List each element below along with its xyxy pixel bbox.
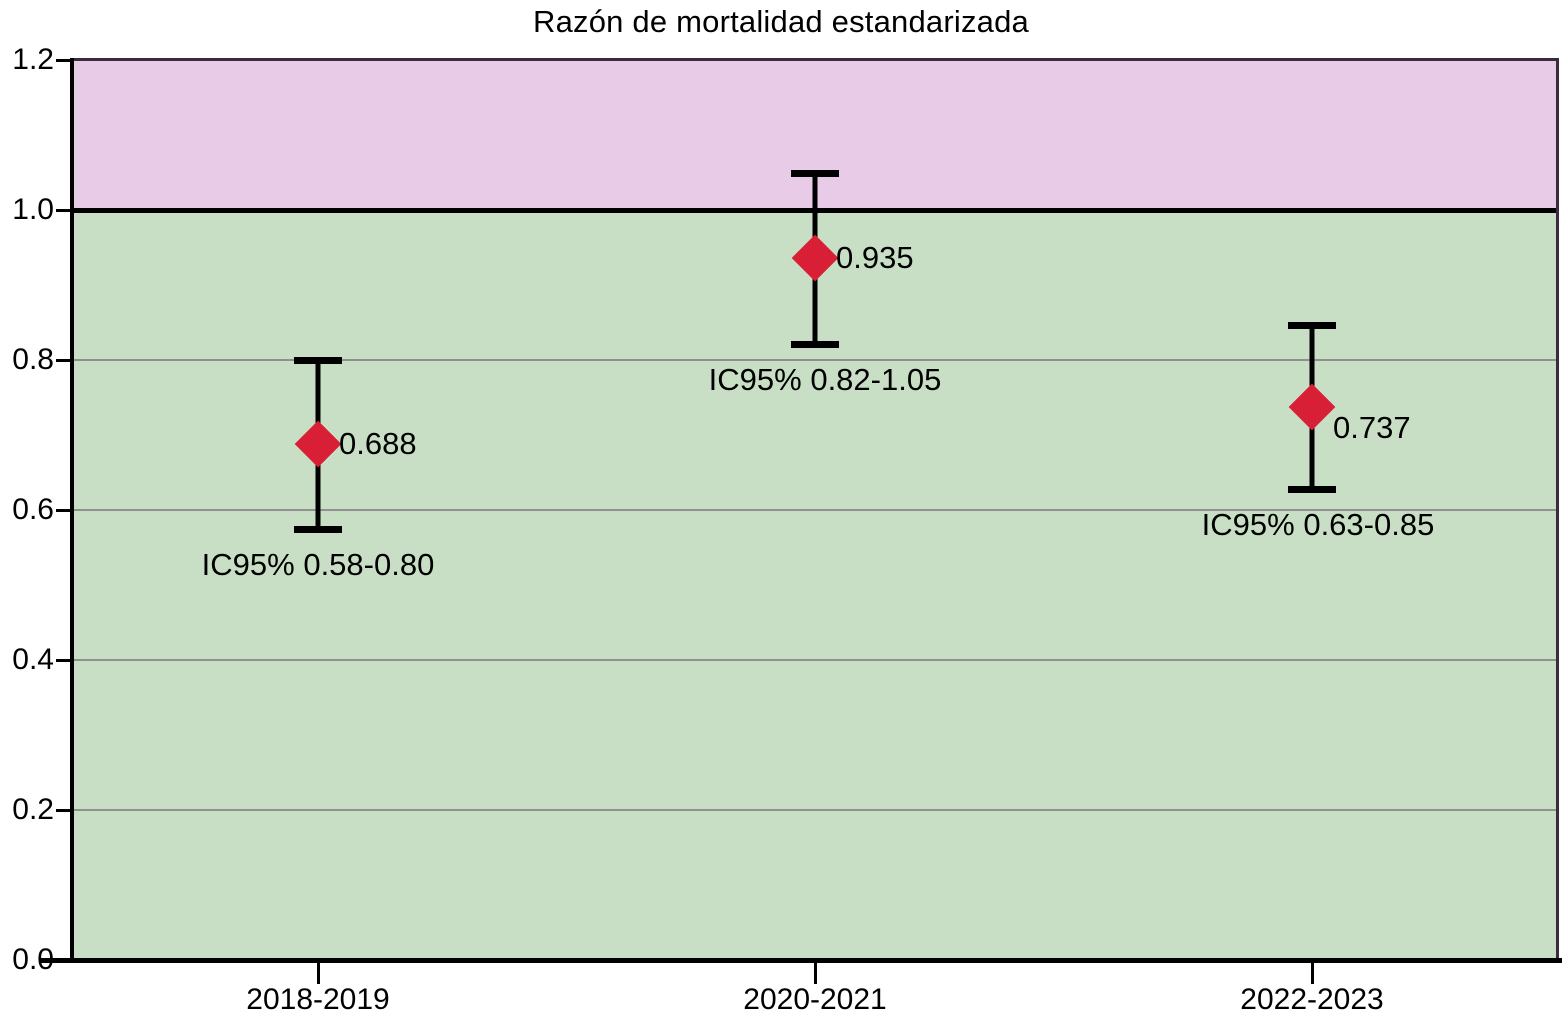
data-point-value-label-2: 0.935	[836, 240, 914, 275]
data-point-value-label-1: 0.688	[339, 426, 417, 461]
plot-border-top	[73, 58, 1558, 61]
data-point-value-label-3: 0.737	[1333, 410, 1411, 445]
error-bar-cap-top-3	[1288, 322, 1336, 329]
y-tick-mark-1-0	[56, 209, 72, 212]
x-axis-line	[40, 958, 1562, 963]
y-tick-mark-0-8	[56, 359, 72, 362]
y-tick-label-0-8: 0.8	[12, 343, 54, 376]
plot-area: 0.688 IC95% 0.58-0.80 0.935 IC95% 0.82-1…	[73, 60, 1558, 960]
x-tick-label-2022-2023: 2022-2023	[1240, 983, 1384, 1016]
error-bar-cap-top-1	[294, 357, 342, 364]
data-point-ci-label-1: IC95% 0.58-0.80	[201, 547, 435, 582]
y-tick-label-1-0: 1.0	[12, 193, 54, 226]
x-tick-mark-2022-2023	[1311, 962, 1314, 984]
y-tick-label-0-2: 0.2	[12, 793, 54, 826]
y-tick-mark-0-4	[56, 659, 72, 662]
gridline-0-2	[73, 809, 1558, 811]
y-tick-label-0-4: 0.4	[12, 643, 54, 676]
y-tick-label-0-0: 0.0	[12, 943, 54, 976]
x-tick-mark-2018-2019	[317, 962, 320, 984]
y-tick-mark-0-2	[56, 809, 72, 812]
gridline-0-6	[73, 509, 1558, 511]
plot-border-right	[1556, 58, 1559, 960]
error-bar-cap-bottom-3	[1288, 486, 1336, 493]
y-tick-label-1-2: 1.2	[12, 43, 54, 76]
page-title: Razón de mortalidad estandarizada	[532, 4, 1029, 39]
y-tick-label-0-6: 0.6	[12, 493, 54, 526]
error-bar-cap-bottom-2	[791, 341, 839, 348]
gridline-0-8	[73, 359, 1558, 361]
y-axis-line	[70, 58, 74, 962]
x-tick-label-2020-2021: 2020-2021	[743, 983, 887, 1016]
data-point-ci-label-3: IC95% 0.63-0.85	[1201, 507, 1435, 542]
error-bar-cap-bottom-1	[294, 526, 342, 533]
data-point-ci-label-2: IC95% 0.82-1.05	[708, 362, 942, 397]
error-bar-cap-top-2	[791, 170, 839, 177]
y-tick-mark-1-2	[56, 59, 72, 62]
y-tick-mark-0-6	[56, 509, 72, 512]
gridline-0-4	[73, 659, 1558, 661]
x-tick-label-2018-2019: 2018-2019	[246, 983, 390, 1016]
y-tick-mark-0-0	[56, 959, 72, 962]
x-tick-mark-2020-2021	[814, 962, 817, 984]
